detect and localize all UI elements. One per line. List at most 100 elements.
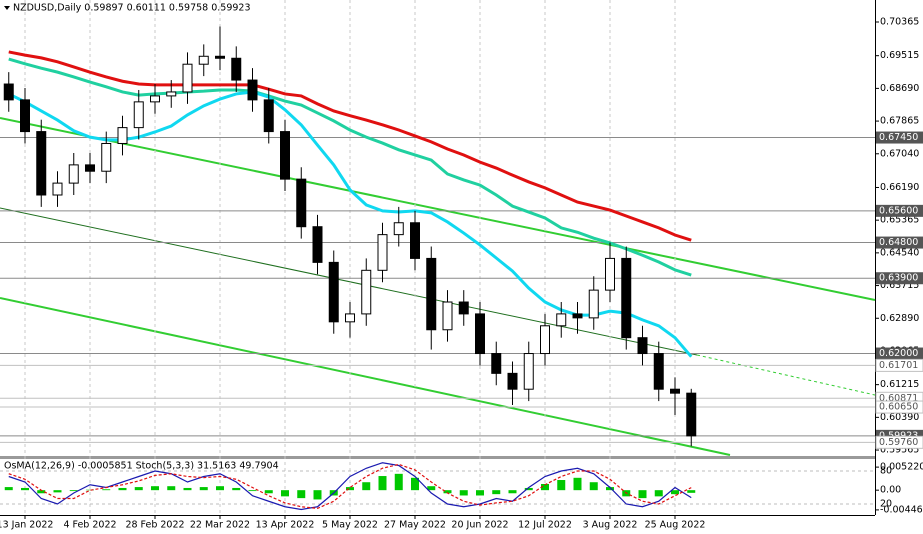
channel-upper	[0, 117, 876, 301]
osma-bar	[687, 490, 696, 493]
level-label: 0.67450	[879, 132, 918, 143]
candle-body	[491, 353, 502, 374]
candle-body	[328, 261, 339, 323]
candle-body	[605, 257, 615, 291]
candle-body	[507, 372, 518, 390]
level-label-box	[876, 131, 923, 144]
level-label-box	[875, 400, 923, 414]
candle-body	[426, 257, 437, 331]
level-label-box	[876, 272, 923, 285]
candle-body	[68, 164, 79, 184]
candle-body	[393, 222, 404, 236]
x-tick-label: 27 May 2022	[384, 520, 446, 531]
osma-bar	[264, 490, 273, 494]
stochastic-line	[8, 462, 692, 511]
candle-body	[637, 337, 648, 355]
level-label: 0.62000	[879, 348, 918, 359]
y2-tick-label: 80	[880, 466, 892, 477]
osma-bar	[183, 487, 192, 491]
osma-bar	[492, 490, 501, 495]
level-label-box	[876, 204, 923, 217]
osma-bar	[86, 489, 94, 491]
osma-bar	[394, 473, 403, 491]
y-tick-label: 0.63715	[880, 280, 919, 291]
osma-bar	[654, 490, 663, 497]
y-tick-label: 0.60390	[880, 412, 919, 423]
candle-body	[215, 55, 225, 59]
osma-bar	[4, 487, 13, 491]
osma-bar	[281, 490, 289, 497]
candle-body	[442, 301, 453, 331]
osma-bar	[524, 487, 533, 491]
x-tick-label: 13 Jan 2022	[0, 520, 53, 531]
y-tick-label: 0.64540	[880, 247, 919, 258]
moving-average	[8, 57, 692, 277]
candle-body	[150, 95, 160, 103]
y-tick-label: 0.69515	[880, 50, 919, 61]
osma-bar	[134, 487, 143, 491]
candle-body	[621, 257, 632, 339]
menu-arrow[interactable]	[4, 6, 10, 10]
candle-body	[653, 353, 664, 390]
candle-body	[312, 226, 323, 263]
candle-body	[166, 91, 177, 97]
y-tick-label: 0.0052207	[880, 462, 923, 473]
x-tick-label: 28 Feb 2022	[125, 520, 184, 531]
x-tick-label: 20 Jun 2022	[451, 520, 508, 531]
osma-bar	[476, 490, 484, 496]
level-label-box	[876, 347, 923, 360]
candle-body	[540, 325, 550, 355]
osma-bar	[443, 490, 452, 494]
y-tick-label: 0.67040	[880, 148, 919, 159]
osma-bar	[411, 477, 419, 491]
candle-body	[52, 182, 63, 196]
y-tick-label: 0.59565	[880, 445, 919, 456]
candle-body	[117, 127, 128, 144]
chart-title: NZDUSD,Daily 0.59897 0.60111 0.59758 0.5…	[13, 3, 251, 14]
y-tick-label: 0.66190	[880, 182, 919, 193]
level-label-box	[876, 236, 923, 249]
osma-bar	[53, 490, 62, 493]
candle-body	[572, 313, 583, 319]
x-tick-label: 5 May 2022	[322, 520, 378, 531]
candle-body	[588, 289, 599, 319]
osma-bar	[199, 487, 208, 491]
candle-body	[475, 313, 485, 355]
osma-bar	[671, 490, 679, 495]
level-label: 0.60650	[879, 402, 918, 413]
y-tick-label: 0.68690	[880, 83, 919, 94]
osma-bar	[606, 487, 614, 491]
level-label-box	[875, 435, 923, 449]
candle-body	[263, 99, 274, 133]
candle-body	[377, 234, 388, 271]
x-tick-label: 13 Apr 2022	[256, 520, 315, 531]
y2-tick-label: 20	[880, 499, 892, 510]
x-tick-label: 25 Aug 2022	[645, 520, 706, 531]
x-tick-label: 22 Mar 2022	[190, 520, 250, 531]
moving-average	[8, 50, 692, 242]
candle-body	[670, 388, 680, 394]
candle-body	[345, 313, 355, 323]
osma-bar	[427, 486, 436, 491]
candle-body	[686, 392, 697, 437]
y-tick-label: 0.62890	[880, 313, 919, 324]
osma-bar	[459, 490, 468, 496]
osma-bar	[167, 486, 176, 491]
y-tick-label: 0.00	[880, 485, 901, 496]
osma-bar	[21, 487, 29, 491]
trend-channel	[0, 117, 876, 456]
panel-separator	[0, 456, 875, 459]
osma-bar	[118, 487, 127, 491]
candle-body	[556, 313, 567, 327]
candle-body	[20, 99, 30, 133]
osma-bar	[248, 490, 257, 492]
osma-bar	[541, 483, 549, 491]
osma-bar	[589, 482, 598, 491]
osma-bar	[508, 490, 517, 494]
candle-body	[182, 63, 193, 93]
osma-bar	[297, 490, 306, 499]
